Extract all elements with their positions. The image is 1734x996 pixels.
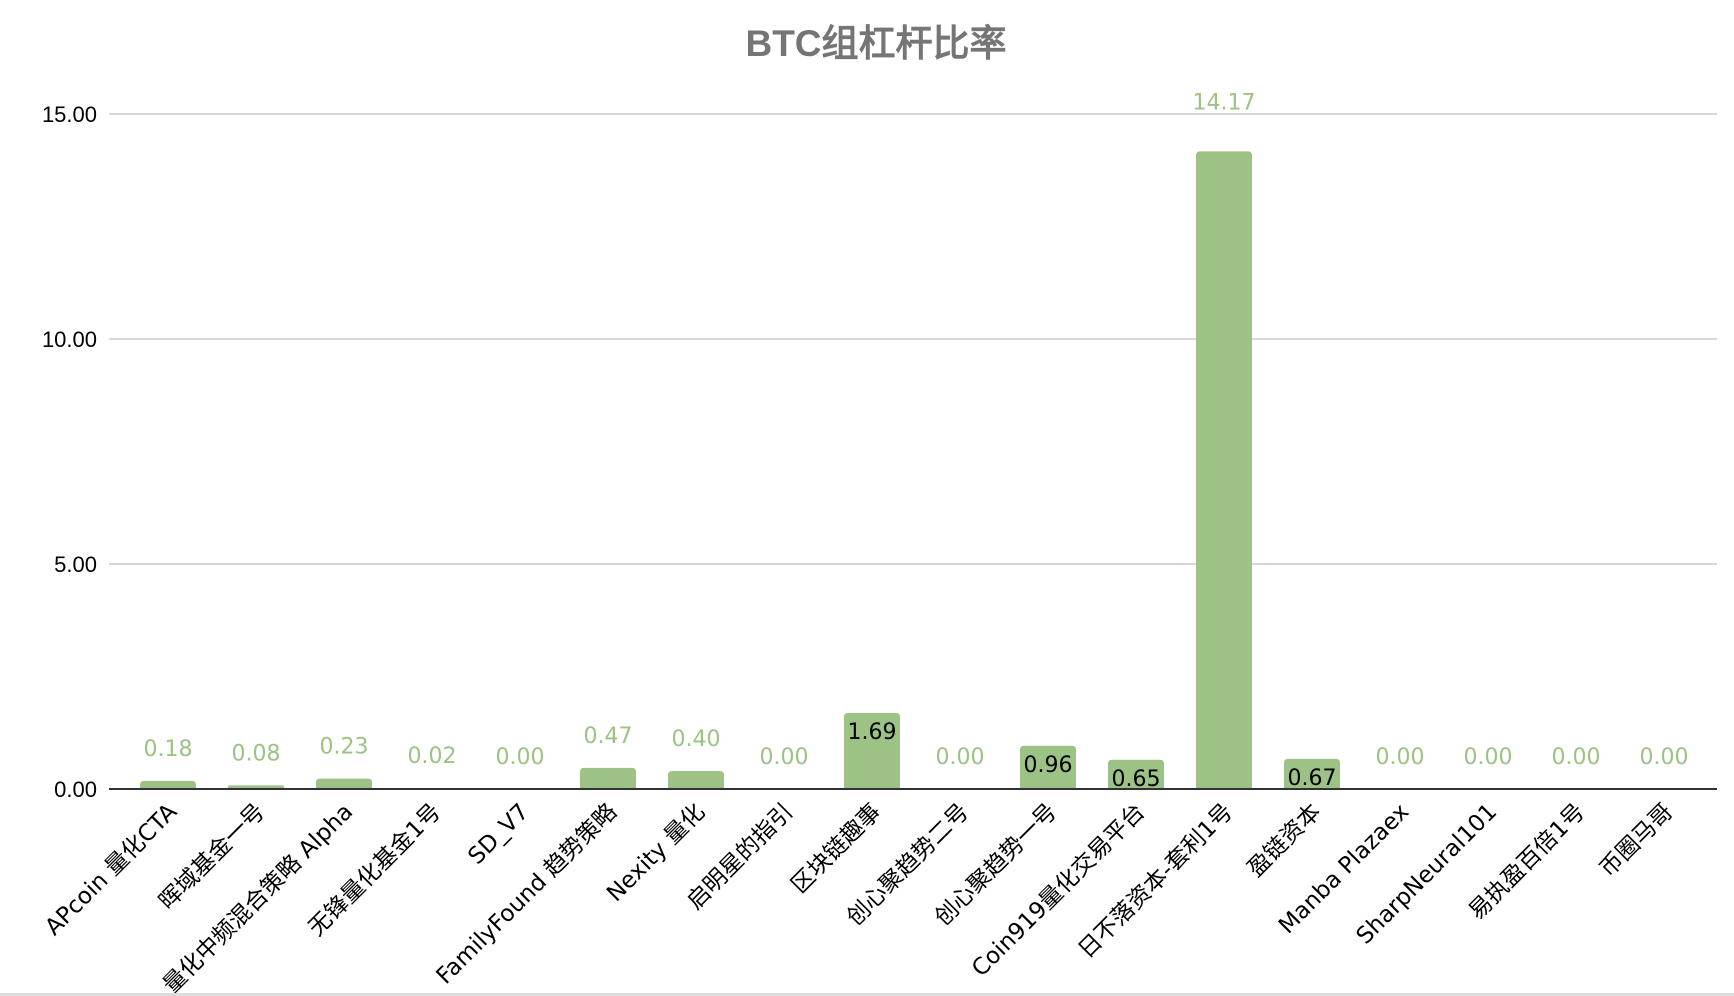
value-label: 0.02 [408,744,457,769]
value-label: 0.65 [1112,767,1161,792]
value-label: 0.23 [320,735,369,760]
bar [140,780,196,789]
value-label: 0.00 [1552,745,1601,770]
chart-title: BTC组杠杆比率 [745,23,1006,64]
value-labels: 0.18 0.08 0.23 0.02 0.00 0.47 0.40 0.00 1.69 0.00… [144,90,1689,791]
gridlines [109,113,1717,565]
value-label: 0.96 [1024,753,1073,778]
y-tick-label: 0.00 [54,777,97,802]
y-tick-label: 15.00 [42,102,97,127]
y-tick-label: 10.00 [42,327,97,352]
value-label: 14.17 [1193,90,1256,115]
x-category-label: 日不落资本-套利1号 [1074,799,1239,964]
x-category-label: SD_V7 [463,799,534,870]
value-label: 0.00 [936,745,985,770]
value-label: 0.40 [672,727,721,752]
value-label: 0.00 [1376,745,1425,770]
value-label: 1.69 [848,720,897,745]
bar [1020,745,1076,789]
y-axis-ticks: 0.00 5.00 10.00 15.00 [42,102,97,802]
x-category-label: APcoin 量化CTA [40,799,182,941]
y-tick-label: 5.00 [54,552,97,577]
value-label: 0.00 [496,745,545,770]
value-label: 0.00 [1464,745,1513,770]
x-category-label: 盈链资本 [1243,799,1326,882]
value-label: 0.67 [1288,766,1337,791]
x-category-label: Coin919量化交易平台 [967,799,1150,982]
bottom-border [0,993,1734,996]
bar [580,767,636,789]
value-label: 0.08 [232,741,281,766]
value-label: 0.47 [584,724,633,749]
bar [316,778,372,789]
value-label: 0.18 [144,737,193,762]
x-category-label: FamilyFound 趋势策略 [432,799,623,990]
bar [1196,151,1252,790]
bars [140,151,1340,790]
value-label: 0.00 [1640,745,1689,770]
value-label: 0.00 [760,745,809,770]
bar [668,771,724,789]
bar [1284,758,1340,789]
bar [844,712,900,789]
bar [1108,759,1164,789]
x-category-label: 币圈马哥 [1595,799,1678,882]
